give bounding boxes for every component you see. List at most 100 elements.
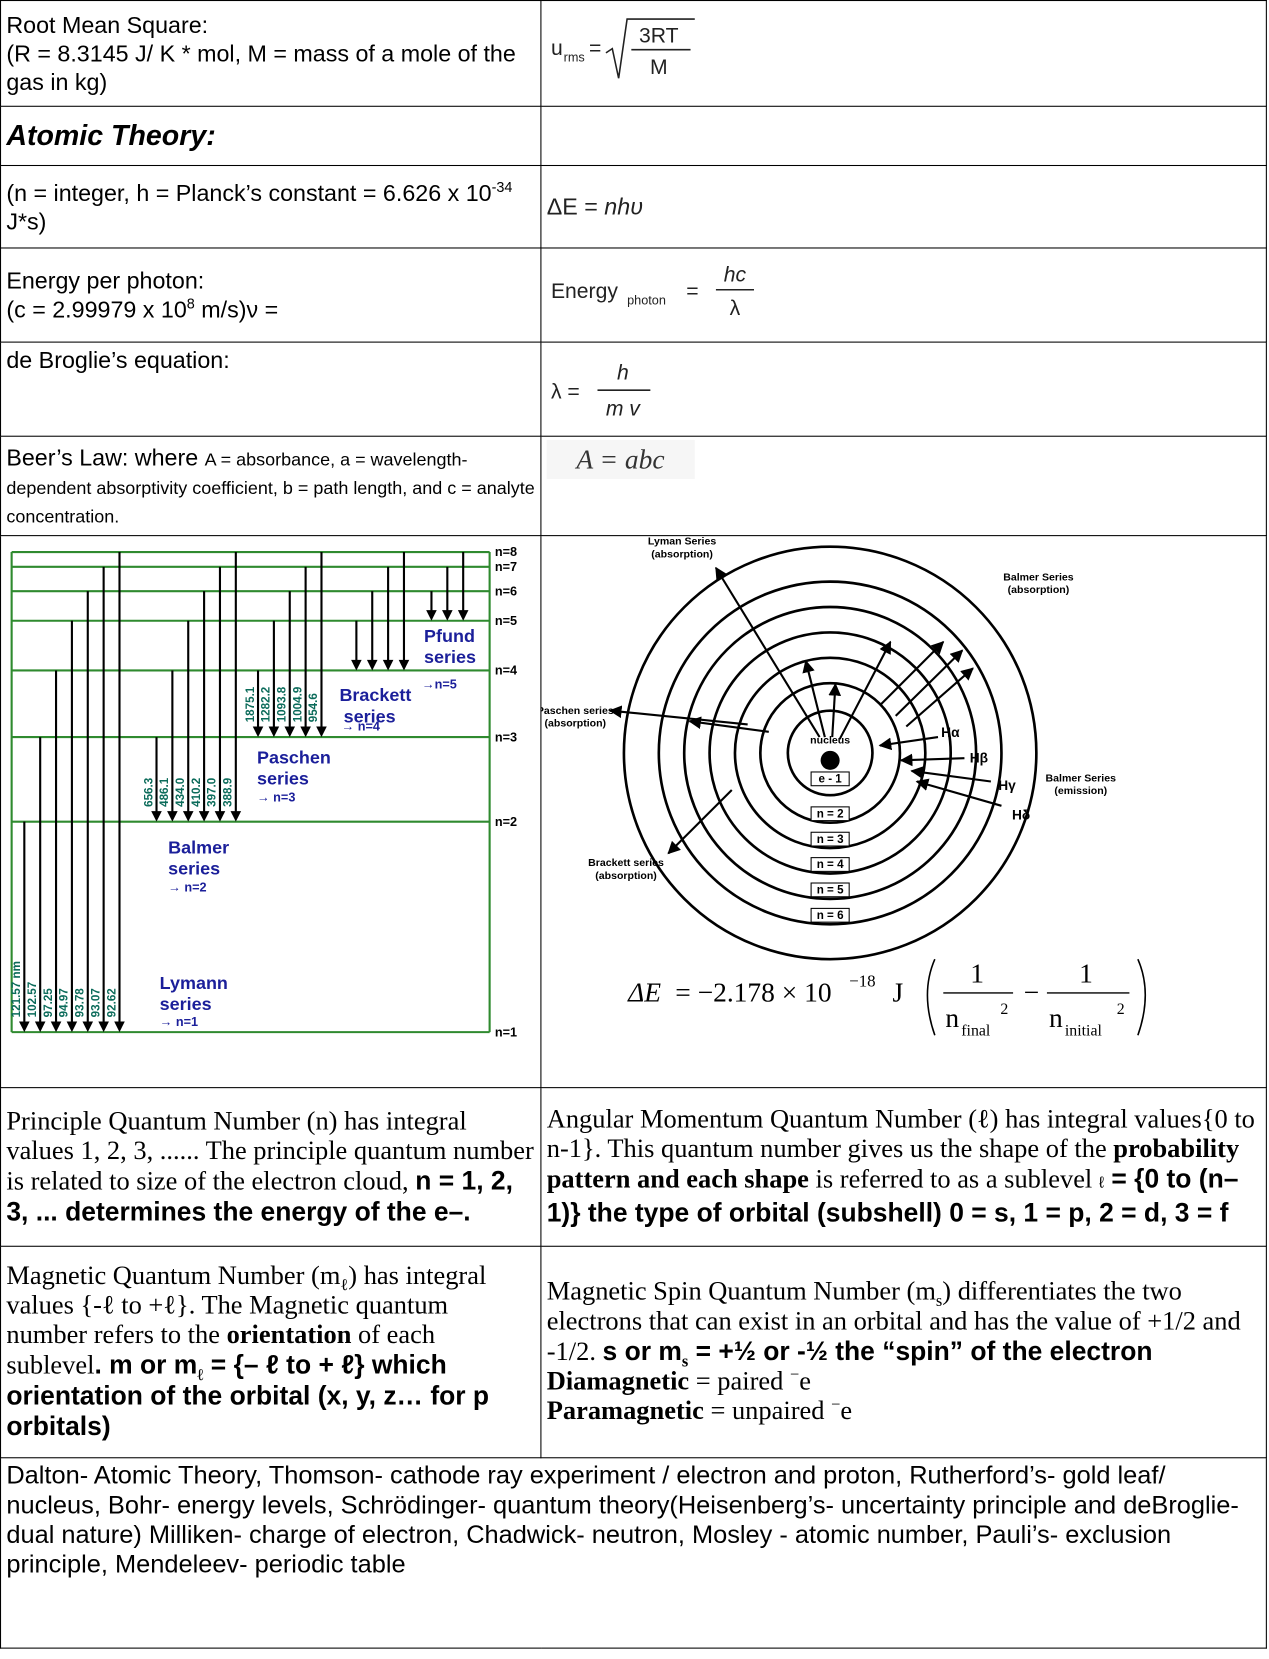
lhs: ΔE: [627, 977, 661, 1007]
arrow-head: [426, 610, 437, 621]
line-label: Hγ: [998, 778, 1016, 793]
arrow-head: [66, 1021, 78, 1033]
shell-label: n = 6: [817, 909, 844, 922]
cell: Magnetic Spin Quantum Number (ms) differ…: [540, 1245, 1267, 1459]
series-word: series: [424, 647, 476, 667]
arrow-head: [230, 811, 242, 822]
arrow-head: [284, 726, 296, 738]
shell-label: n = 5: [817, 884, 844, 897]
group-label: (absorption): [544, 718, 606, 730]
paren: [1137, 958, 1146, 1036]
text: = {0 to (n–1)} the type of orbital (subs…: [546, 1164, 1239, 1228]
subscript: final: [961, 1022, 991, 1039]
text: = {– ℓ to + ℓ} which orientation of the …: [6, 1350, 490, 1442]
text: s or m: [602, 1336, 682, 1367]
level-label: n=1: [495, 1025, 517, 1039]
wavelength-label: 388.9: [222, 777, 235, 807]
arrow: [915, 778, 1002, 807]
shell-box: [810, 771, 850, 787]
cell: Dalton- Atomic Theory, Thomson- cathode …: [0, 1457, 1267, 1649]
text: e: [840, 1396, 853, 1426]
arrow: [894, 649, 964, 717]
level-label: n=8: [495, 545, 517, 559]
line-label: Hδ: [1012, 808, 1030, 823]
equation: = −2.178 × 10: [668, 977, 831, 1007]
arrow-head: [19, 1021, 30, 1033]
note: (n = integer, h = Planck’s constant = 6.…: [6, 179, 492, 206]
row: Root Mean Square: (R = 8.3145 J/ K * mol,…: [0, 0, 1267, 107]
subscript: initial: [1065, 1022, 1103, 1039]
denominator: m v: [606, 398, 641, 421]
sqrt: [605, 17, 695, 78]
equals: =: [686, 280, 698, 303]
shell-box: [810, 831, 850, 847]
level-label: n=7: [495, 560, 517, 574]
level-label: n=6: [495, 584, 517, 598]
arrow-head: [252, 726, 264, 738]
cell: n=1 n=2 n=3 n=4 n=5 n=6 n=7 n=8 121.57 nm 102.57 9…: [0, 535, 542, 1089]
wavelength-label: 94.97: [58, 988, 71, 1017]
arrow-head: [98, 1021, 109, 1033]
note: A = absorbance, a = wavelength-dependent…: [6, 449, 535, 527]
formula: u rms = 3RT M: [551, 17, 695, 78]
row: Principle Quantum Number (n) has integra…: [0, 1087, 1267, 1247]
row: Beer’s Law: where A = absorbance, a = wa…: [0, 435, 1267, 537]
line-label: Hα: [941, 725, 960, 740]
arrow: [899, 753, 965, 767]
text: orientation: [226, 1320, 352, 1350]
wavelength-label: 397.0: [206, 778, 219, 807]
symbol: Energy: [551, 280, 618, 303]
arrow-head: [198, 811, 210, 822]
lhs: λ =: [551, 381, 580, 404]
wavelength-label: 1282.2: [260, 687, 273, 723]
text: = +½ or -½ the “spin” of the electron: [688, 1336, 1153, 1367]
exponent: 2: [1117, 1001, 1125, 1018]
subscript: ℓ: [197, 1366, 204, 1385]
line-labels: Hα Hβ Hγ Hδ: [941, 725, 1030, 822]
formula: A = abc: [546, 439, 695, 480]
row: (n = integer, h = Planck’s constant = 6.…: [0, 164, 1267, 249]
exponent: −18: [849, 972, 875, 991]
arrow-head: [50, 1021, 62, 1033]
note: (R = 8.3145 J/ K * mol, M = mass of a mo…: [6, 40, 516, 96]
arrow-head: [442, 610, 453, 621]
row: Energy per photon: (c = 2.99979 x 108 m/s…: [0, 247, 1267, 343]
exponent: 8: [186, 295, 195, 312]
cell: Lyman Series (absorption) Balmer Series …: [537, 535, 1267, 1089]
arrow-head: [34, 1021, 46, 1033]
arrow-head: [114, 1021, 125, 1033]
wavelength-label: 102.57: [26, 982, 39, 1018]
row: de Broglie’s equation: λ = h m v: [0, 341, 1267, 437]
wavelength-label: 1004.9: [291, 686, 304, 722]
transitions: [608, 566, 1002, 855]
shell-label: n = 4: [817, 858, 844, 871]
unit: J: [893, 977, 904, 1007]
numerator: hc: [724, 263, 747, 286]
wavelength-label: 486.1: [158, 777, 171, 807]
superscript: −: [789, 1365, 800, 1384]
cell: de Broglie’s equation:: [0, 341, 542, 437]
row: Magnetic Quantum Number (mℓ) has integra…: [0, 1245, 1267, 1459]
exponent: -34: [491, 178, 513, 195]
series-word: series: [160, 994, 212, 1014]
row: Dalton- Atomic Theory, Thomson- cathode …: [0, 1457, 1267, 1649]
orbit-diagram: Lyman Series (absorption) Balmer Series …: [537, 536, 1146, 1039]
shell-labels: e - 1 n = 2 n = 3 n = 4 n = 5 n = 6: [810, 771, 850, 923]
group-label: Balmer Series: [1046, 772, 1117, 784]
text: = unpaired: [703, 1396, 832, 1426]
series-target: → n=2: [168, 880, 206, 894]
shell-box: [810, 882, 850, 898]
wavelength-label: 93.78: [74, 988, 87, 1018]
denominator: λ: [730, 297, 741, 320]
arrow: [905, 667, 974, 728]
shell-box: [810, 907, 850, 923]
series-target: → n=3: [257, 791, 295, 805]
nucleus-dot: [820, 750, 840, 770]
text: of each sublevel: [6, 1320, 436, 1381]
group-label: (absorption): [651, 548, 713, 560]
label: Energy per photon:: [6, 267, 205, 294]
superscript: −: [831, 1395, 841, 1414]
paren: [926, 958, 936, 1036]
